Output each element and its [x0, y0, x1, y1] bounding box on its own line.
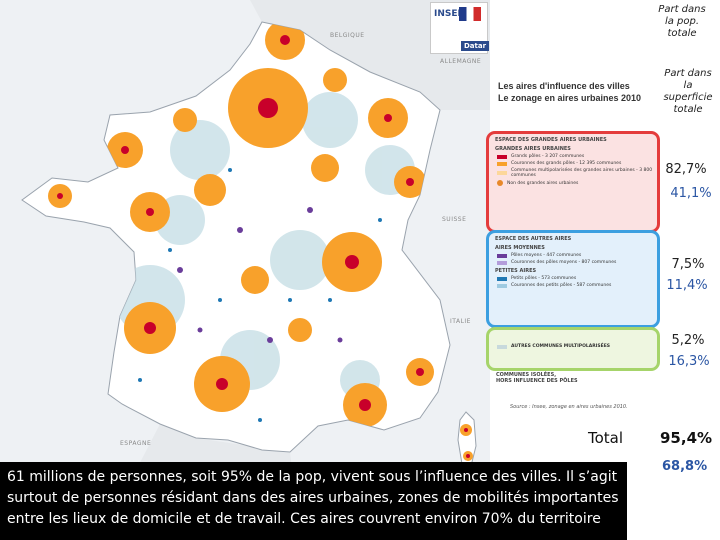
legend-swatch — [497, 253, 507, 258]
row-autres-aires-pop: 7,5% — [671, 257, 705, 272]
legend-label: AUTRES COMMUNES MULTIPOLARISÉES — [511, 344, 611, 349]
legend-isolees-line-2: HORS INFLUENCE DES PÔLES — [496, 378, 578, 384]
legend-item: Non des grandes aires urbaines — [497, 180, 657, 186]
map-title-line-1: Les aires d'influence des villes — [498, 81, 630, 91]
small-poles — [138, 168, 382, 422]
tricolor-flag-icon — [459, 7, 481, 21]
map-drawing — [21, 21, 477, 471]
legend-item: Petits pôles - 573 communes — [497, 276, 657, 281]
legend-communes-isolees: COMMUNES ISOLÉES, HORS INFLUENCE DES PÔL… — [496, 372, 578, 384]
france-map: INSEE Datar BELGIQUE ALLEMAGNE SUISSE IT… — [0, 0, 490, 540]
legend-swatch — [497, 154, 507, 159]
legend-group-multipolarisees: AUTRES COMMUNES MULTIPOLARISÉES — [486, 327, 660, 371]
legend-isolees-line-1: COMMUNES ISOLÉES, — [496, 372, 557, 378]
total-label: Total — [588, 429, 624, 447]
country-label-suisse: SUISSE — [442, 216, 467, 223]
row-grandes-aires-pop: 82,7% — [665, 162, 707, 177]
legend-swatch — [497, 161, 507, 166]
legend-item: Grands pôles - 3 207 communes — [497, 154, 657, 159]
legend-item: Couronnes des petits pôles - 587 commune… — [497, 283, 657, 288]
legend-group-grandes-aires: ESPACE DES GRANDES AIRES URBAINES GRANDE… — [486, 131, 660, 233]
legend-label: Couronnes des pôles moyens - 807 commune… — [511, 260, 617, 265]
row-grandes-aires-sup: 41,1% — [670, 186, 712, 201]
row-autres-aires-sup: 11,4% — [666, 278, 708, 293]
legend-item: Pôles moyens - 447 communes — [497, 253, 657, 258]
datar-logo-text: Datar — [461, 41, 490, 51]
country-label-italie: ITALIE — [450, 318, 471, 325]
legend-item: Couronnes des grands pôles - 12 395 comm… — [497, 161, 657, 166]
country-label-allemagne: ALLEMAGNE — [440, 58, 482, 65]
map-title-line-2: Le zonage en aires urbaines 2010 — [498, 93, 642, 103]
corsica — [457, 411, 477, 471]
country-label-belgique: BELGIQUE — [330, 32, 365, 39]
legend-label: Communes multipolarisées des grandes air… — [511, 168, 653, 178]
caption-text: 61 millions de personnes, soit 95% de la… — [0, 462, 627, 540]
legend-label: Grands pôles - 3 207 communes — [511, 154, 585, 159]
country-label-espagne: ESPAGNE — [120, 440, 152, 447]
legend-label: Couronnes des petits pôles - 587 commune… — [511, 283, 612, 288]
legend-swatch — [497, 344, 507, 349]
legend-swatch — [497, 180, 503, 186]
legend-swatch — [497, 171, 507, 175]
legend-item: Communes multipolarisées des grandes air… — [497, 168, 657, 178]
map-title: Les aires d'influence des villes Le zona… — [498, 80, 648, 104]
legend-group-autres-aires: ESPACE DES AUTRES AIRES AIRES MOYENNES P… — [486, 230, 660, 328]
row-multipolarisees-sup: 16,3% — [668, 354, 710, 369]
total-sup: 68,8% — [662, 459, 708, 474]
header-part-superficie: Part dans la superficie totale — [663, 68, 713, 115]
legend-swatch — [497, 260, 507, 265]
legend-swatch — [497, 283, 507, 288]
legend-item: Couronnes des pôles moyens - 807 commune… — [497, 260, 657, 265]
legend-item: AUTRES COMMUNES MULTIPOLARISÉES — [497, 344, 657, 349]
legend-source: Source : Insee, zonage en aires urbaines… — [510, 404, 628, 410]
large-poles — [57, 35, 424, 411]
row-multipolarisees-pop: 5,2% — [671, 333, 705, 348]
legend-subheading: GRANDES AIRES URBAINES — [495, 146, 571, 152]
legend-subheading: PETITES AIRES — [495, 268, 537, 274]
legend-swatch — [497, 276, 507, 281]
legend-heading: ESPACE DES AUTRES AIRES — [495, 236, 572, 242]
medium-poles — [177, 207, 343, 343]
legend-label: Pôles moyens - 447 communes — [511, 253, 582, 258]
legend-subheading: AIRES MOYENNES — [495, 245, 545, 251]
legend-label: Petits pôles - 573 communes — [511, 276, 577, 281]
header-part-population: Part dans la pop. totale — [658, 4, 706, 39]
insee-datar-logo: INSEE Datar — [430, 2, 490, 54]
legend-heading: ESPACE DES GRANDES AIRES URBAINES — [495, 137, 607, 143]
insee-logo-text: INSEE — [434, 9, 464, 19]
legend-label: Non des grandes aires urbaines — [507, 180, 579, 186]
legend-label: Couronnes des grands pôles - 12 395 comm… — [511, 161, 622, 166]
total-pop: 95,4% — [660, 429, 713, 447]
